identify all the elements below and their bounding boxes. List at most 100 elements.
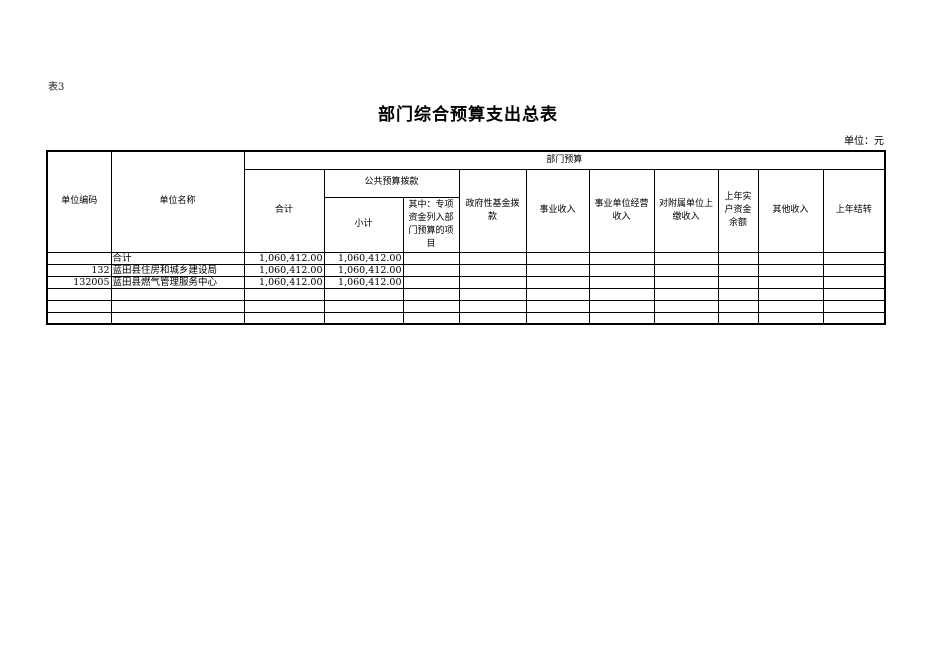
table-row: 132005 蓝田县燃气管理服务中心 1,060,412.00 1,060,41… [46,275,886,289]
header-last-year-balance: 上年实户资金余额 [717,168,759,253]
cell-unit-name: 合计 [110,251,245,265]
cell-carryover [822,287,886,301]
cell-gov-fund [458,251,527,265]
cell-affiliated [653,299,719,313]
header-unit-code: 单位编码 [46,150,112,253]
cell-unit-code [46,287,112,301]
cell-subtotal: 1,060,412.00 [323,251,404,265]
header-row-3: 小计 其中：专项资金列入部门预算的项目 [47,196,885,253]
cell-operating [588,299,655,313]
header-other-income: 其他收入 [757,168,824,253]
cell-subtotal [323,299,404,313]
budget-table: 单位编码 单位名称 部门预算 合计 公共预算拨款 政府性基金拨款 事业收入 事业… [46,150,887,326]
table-number-label: 表3 [48,82,65,93]
table-row: 132 蓝田县住房和城乡建设局 1,060,412.00 1,060,412.0… [46,263,886,277]
cell-business [525,263,590,277]
cell-unit-name [110,311,245,325]
cell-total [243,287,325,301]
cell-unit-name: 蓝田县住房和城乡建设局 [110,263,245,277]
cell-total: 1,060,412.00 [243,275,325,289]
page-title: 部门综合预算支出总表 [378,105,558,125]
cell-carryover [822,311,886,325]
header-gov-fund: 政府性基金拨款 [458,168,527,253]
header-total: 合计 [243,168,325,253]
cell-special [402,299,460,313]
cell-other [757,275,824,289]
cell-special [402,275,460,289]
header-operating-income: 事业单位经营收入 [588,168,655,253]
cell-carryover [822,263,886,277]
cell-subtotal: 1,060,412.00 [323,263,404,277]
cell-balance [717,263,759,277]
header-public-budget: 公共预算拨款 [323,168,460,198]
cell-unit-code: 132 [46,263,112,277]
table-row-empty [46,299,886,313]
cell-carryover [822,251,886,265]
cell-business [525,275,590,289]
cell-unit-name: 蓝田县燃气管理服务中心 [110,275,245,289]
cell-balance [717,311,759,325]
header-dept-budget: 部门预算 [243,150,886,170]
header-unit-name: 单位名称 [110,150,245,253]
cell-gov-fund [458,263,527,277]
header-carryover: 上年结转 [822,168,886,253]
cell-total: 1,060,412.00 [243,263,325,277]
cell-business [525,311,590,325]
currency-unit-note: 单位：元 [844,136,884,147]
cell-operating [588,287,655,301]
cell-balance [717,275,759,289]
header-row-2: 合计 公共预算拨款 政府性基金拨款 事业收入 事业单位经营收入 对附属单位上缴收… [47,168,886,253]
cell-carryover [822,275,886,289]
cell-subtotal: 1,060,412.00 [323,275,404,289]
cell-gov-fund [458,299,527,313]
cell-special [402,287,460,301]
cell-gov-fund [458,311,527,325]
cell-gov-fund [458,275,527,289]
table-row-empty [46,311,886,325]
cell-business [525,299,590,313]
cell-balance [717,251,759,265]
cell-unit-name [110,299,245,313]
cell-gov-fund [458,287,527,301]
header-affiliated-income: 对附属单位上缴收入 [653,168,719,253]
cell-subtotal [323,311,404,325]
cell-unit-code: 132005 [46,275,112,289]
cell-business [525,287,590,301]
cell-subtotal [323,287,404,301]
cell-balance [717,299,759,313]
header-subtotal: 小计 [323,196,404,253]
header-row-1: 单位编码 单位名称 部门预算 [46,150,886,253]
cell-other [757,287,824,301]
table-row-empty [46,287,886,301]
header-business-income: 事业收入 [525,168,590,253]
cell-business [525,251,590,265]
table-header: 单位编码 单位名称 部门预算 合计 公共预算拨款 政府性基金拨款 事业收入 事业… [46,150,886,253]
cell-affiliated [653,311,719,325]
cell-special [402,311,460,325]
cell-affiliated [653,275,719,289]
table-row-total: 合计 1,060,412.00 1,060,412.00 [46,251,886,265]
cell-affiliated [653,251,719,265]
cell-operating [588,311,655,325]
cell-carryover [822,299,886,313]
cell-unit-name [110,287,245,301]
cell-unit-code [46,299,112,313]
cell-affiliated [653,287,719,301]
table-body: 合计 1,060,412.00 1,060,412.00 132 蓝田县住房和城… [46,251,886,325]
cell-unit-code [46,251,112,265]
cell-total [243,311,325,325]
cell-operating [588,263,655,277]
cell-special [402,251,460,265]
cell-balance [717,287,759,301]
cell-other [757,263,824,277]
cell-total: 1,060,412.00 [243,251,325,265]
cell-special [402,263,460,277]
cell-other [757,299,824,313]
cell-operating [588,275,655,289]
cell-other [757,251,824,265]
cell-other [757,311,824,325]
cell-unit-code [46,311,112,325]
cell-total [243,299,325,313]
cell-operating [588,251,655,265]
